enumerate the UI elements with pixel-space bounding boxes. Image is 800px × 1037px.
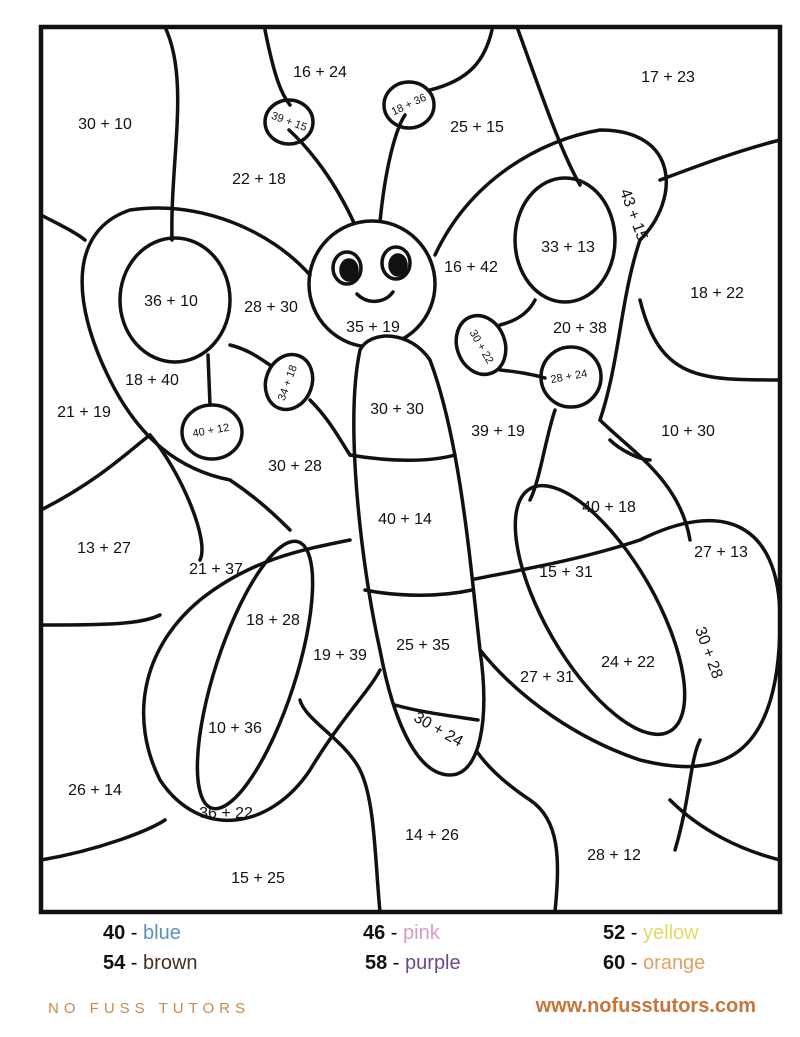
legend-number: 60 bbox=[603, 952, 626, 974]
region-sum-label: 43 + 15 bbox=[616, 187, 650, 243]
region-sum-label: 16 + 42 bbox=[444, 259, 498, 276]
legend-number: 58 bbox=[365, 952, 388, 974]
region-sum-label: 35 + 19 bbox=[346, 319, 400, 336]
picture-frame bbox=[38, 24, 783, 915]
legend-item-pink: 46 - pink bbox=[363, 922, 440, 944]
region-sum-label: 28 + 30 bbox=[244, 299, 298, 316]
region-sum-label: 40 + 14 bbox=[378, 511, 432, 528]
region-sum-label: 40 + 12 bbox=[192, 422, 231, 440]
region-sum-label: 25 + 15 bbox=[450, 119, 504, 136]
legend-number: 52 bbox=[603, 922, 626, 944]
region-sum-label: 21 + 19 bbox=[57, 404, 111, 421]
region-sum-label: 17 + 23 bbox=[641, 69, 695, 86]
region-sum-label: 30 + 22 bbox=[467, 328, 496, 366]
region-sum-label: 15 + 25 bbox=[231, 870, 285, 887]
region-sum-label: 30 + 10 bbox=[78, 116, 132, 133]
legend-color-name: purple bbox=[405, 952, 461, 974]
legend-number: 40 bbox=[103, 922, 126, 944]
region-sum-label: 25 + 35 bbox=[396, 637, 450, 654]
legend-item-purple: 58 - purple bbox=[365, 952, 461, 974]
region-sum-label: 28 + 24 bbox=[550, 368, 589, 386]
region-sum-label: 14 + 26 bbox=[405, 827, 459, 844]
legend-item-blue: 40 - blue bbox=[103, 922, 181, 944]
region-sum-label: 24 + 22 bbox=[601, 654, 655, 671]
region-sum-label: 40 + 18 bbox=[582, 499, 636, 516]
region-sum-label: 18 + 22 bbox=[690, 285, 744, 302]
region-sum-label: 33 + 13 bbox=[541, 239, 595, 256]
region-sum-label: 39 + 19 bbox=[471, 423, 525, 440]
region-sum-label: 21 + 37 bbox=[189, 561, 243, 578]
region-sum-label: 30 + 30 bbox=[370, 401, 424, 418]
legend-color-name: brown bbox=[143, 952, 198, 974]
region-sum-label: 28 + 12 bbox=[587, 847, 641, 864]
region-sum-label: 10 + 36 bbox=[208, 720, 262, 737]
region-sum-label: 15 + 31 bbox=[539, 564, 593, 581]
legend-item-yellow: 52 - yellow bbox=[603, 922, 699, 944]
region-sum-label: 27 + 31 bbox=[520, 669, 574, 686]
legend-number: 54 bbox=[103, 952, 126, 974]
region-sum-label: 26 + 14 bbox=[68, 782, 122, 799]
legend-color-name: yellow bbox=[643, 922, 699, 944]
region-sum-label: 20 + 38 bbox=[553, 320, 607, 337]
region-sum-label: 34 + 18 bbox=[276, 364, 300, 403]
legend-item-orange: 60 - orange bbox=[603, 952, 706, 974]
region-sum-label: 27 + 13 bbox=[694, 544, 748, 561]
region-sum-label: 18 + 36 bbox=[390, 92, 429, 119]
legend-color-name: blue bbox=[143, 922, 181, 944]
region-sum-label: 18 + 28 bbox=[246, 612, 300, 629]
region-sum-label: 36 + 10 bbox=[144, 293, 198, 310]
legend-color-name: orange bbox=[643, 952, 706, 974]
region-sum-label: 10 + 30 bbox=[661, 423, 715, 440]
legend-color-name: pink bbox=[403, 922, 440, 944]
region-sum-label: 36 + 22 bbox=[199, 805, 253, 822]
region-sum-label: 30 + 28 bbox=[691, 625, 725, 681]
region-sum-label: 18 + 40 bbox=[125, 372, 179, 389]
brand-name: NO FUSS TUTORS bbox=[48, 1000, 250, 1017]
legend-item-brown: 54 - brown bbox=[103, 952, 198, 974]
outline-lines bbox=[39, 25, 782, 914]
region-sum-label: 30 + 28 bbox=[268, 458, 322, 475]
region-sum-label: 16 + 24 bbox=[293, 64, 347, 81]
region-sum-label: 19 + 39 bbox=[313, 647, 367, 664]
region-sum-label: 22 + 18 bbox=[232, 171, 286, 188]
region-sum-label: 13 + 27 bbox=[77, 540, 131, 557]
legend-number: 46 bbox=[363, 922, 386, 944]
website-link[interactable]: www.nofusstutors.com bbox=[535, 995, 756, 1017]
